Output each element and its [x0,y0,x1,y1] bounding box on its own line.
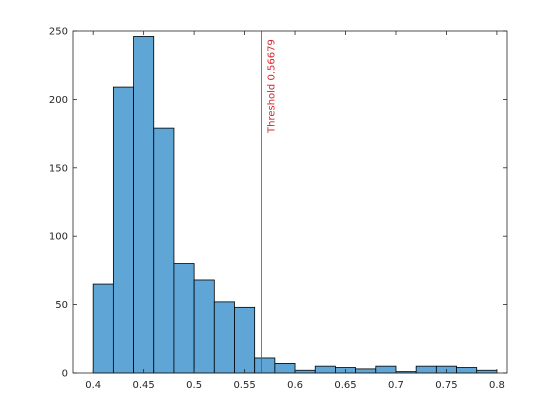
x-tick-label: 0.65 [334,380,356,391]
histogram-bar [294,369,316,374]
histogram-bar [476,369,498,374]
threshold-annotation: Threshold 0.56679 [261,31,278,373]
histogram-bar [133,36,155,374]
x-tick-label: 0.4 [85,380,101,391]
histogram-bar [193,279,215,374]
histogram-bar [234,306,256,374]
histogram-bar [254,357,276,374]
histogram-bar [375,365,397,374]
histogram-bars [92,36,498,374]
y-tick-label: 250 [49,27,68,38]
histogram-bar [153,127,175,374]
histogram-bar [456,367,478,374]
x-tick-label: 0.75 [435,380,457,391]
x-axis-ticks: 0.4 0.45 0.5 0.55 0.6 0.65 0.7 0.75 0.8 [85,31,505,391]
y-tick-label: 0 [62,369,68,380]
histogram-bar [173,263,195,374]
y-tick-label: 200 [49,95,68,106]
histogram-bar [355,368,377,374]
y-axis-ticks: 0 50 100 150 200 250 [49,27,507,380]
histogram-bar [92,283,114,374]
x-tick-label: 0.7 [388,380,404,391]
histogram-bar [415,365,437,374]
threshold-label: Threshold 0.56679 [267,39,278,134]
y-tick-label: 150 [49,163,68,174]
x-tick-label: 0.8 [489,380,505,391]
x-tick-label: 0.6 [287,380,303,391]
y-tick-label: 50 [55,300,68,311]
histogram-bar [274,363,296,374]
histogram-bar [112,86,134,374]
x-tick-label: 0.5 [186,380,202,391]
histogram-bar [314,365,336,374]
x-tick-label: 0.55 [233,380,255,391]
x-tick-label: 0.45 [133,380,155,391]
y-tick-label: 100 [49,232,68,243]
histogram-bar [213,301,235,374]
axes-frame [72,30,508,374]
